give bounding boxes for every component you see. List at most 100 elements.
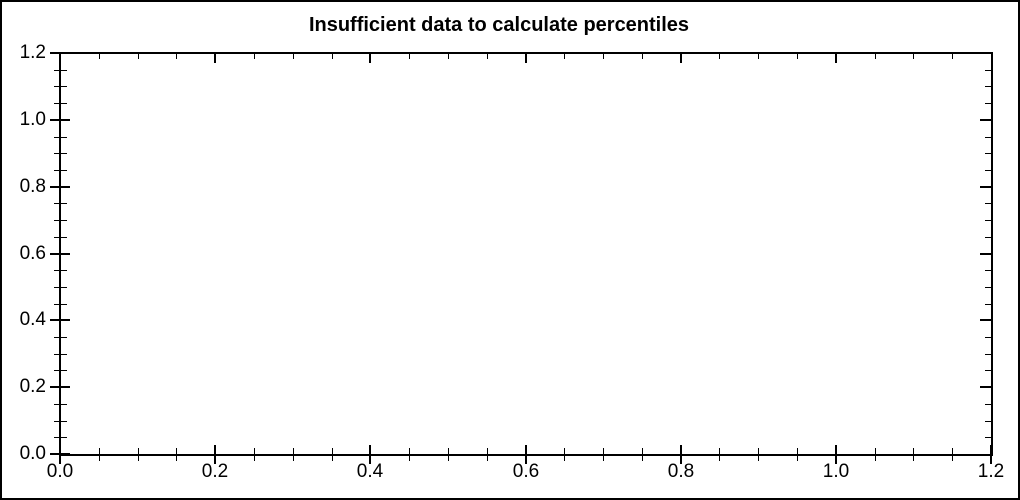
right-axis-minor-tick: [985, 137, 991, 138]
right-axis-minor-tick: [985, 337, 991, 338]
top-axis-minor-tick: [758, 54, 759, 59]
x-axis-tick-label: 0.2: [201, 461, 229, 482]
top-axis-minor-tick: [254, 54, 255, 59]
x-axis-major-tick: [990, 445, 992, 464]
y-axis-minor-tick: [54, 421, 67, 422]
x-axis-minor-tick: [758, 448, 759, 461]
y-axis-minor-tick: [54, 103, 67, 104]
x-axis-minor-tick: [952, 448, 953, 461]
y-axis-major-tick: [50, 253, 70, 255]
y-axis-minor-tick: [54, 220, 67, 221]
right-axis-minor-tick: [985, 304, 991, 305]
right-axis-minor-tick: [985, 270, 991, 271]
y-axis-tick-label: 1.0: [19, 109, 46, 130]
x-axis-tick-label: 0.4: [356, 461, 384, 482]
y-axis-minor-tick: [54, 437, 67, 438]
y-axis-major-tick: [50, 119, 70, 121]
top-axis-minor-tick: [642, 54, 643, 59]
y-axis-minor-tick: [54, 70, 67, 71]
x-axis-tick-label: 0.0: [46, 461, 74, 482]
y-axis-major-tick: [50, 453, 70, 455]
top-axis-minor-tick: [176, 54, 177, 59]
x-axis-minor-tick: [293, 448, 294, 461]
y-axis-minor-tick: [54, 270, 67, 271]
top-axis-minor-tick: [952, 54, 953, 59]
y-axis-major-tick: [50, 319, 70, 321]
y-axis-minor-tick: [54, 86, 67, 87]
right-axis-minor-tick: [985, 370, 991, 371]
plot-frame: [59, 52, 993, 456]
y-axis-minor-tick: [54, 304, 67, 305]
top-axis-minor-tick: [293, 54, 294, 59]
y-axis-minor-tick: [54, 337, 67, 338]
y-axis-minor-tick: [54, 170, 67, 171]
x-axis-tick-label: 1.2: [977, 461, 1005, 482]
y-axis-minor-tick: [54, 137, 67, 138]
x-axis-minor-tick: [254, 448, 255, 461]
right-axis-minor-tick: [985, 203, 991, 204]
right-axis-minor-tick: [985, 404, 991, 405]
right-axis-minor-tick: [985, 237, 991, 238]
right-axis-minor-tick: [985, 86, 991, 87]
right-axis-major-tick: [980, 119, 991, 121]
y-axis-minor-tick: [54, 287, 67, 288]
top-axis-major-tick: [680, 54, 682, 63]
top-axis-major-tick: [525, 54, 527, 63]
x-axis-major-tick: [680, 445, 682, 464]
x-axis-tick-label: 1.0: [822, 461, 850, 482]
chart-title: Insufficient data to calculate percentil…: [308, 14, 690, 36]
x-axis-minor-tick: [448, 448, 449, 461]
top-axis-minor-tick: [797, 54, 798, 59]
y-axis-tick-label: 0.4: [19, 309, 46, 330]
right-axis-major-tick: [980, 319, 991, 321]
x-axis-major-tick: [214, 445, 216, 464]
right-axis-minor-tick: [985, 354, 991, 355]
right-axis-minor-tick: [985, 103, 991, 104]
y-axis-tick-label: 1.2: [19, 42, 46, 63]
top-axis-minor-tick: [603, 54, 604, 59]
y-axis-tick-label: 0.2: [19, 376, 46, 397]
y-axis-minor-tick: [54, 370, 67, 371]
top-axis-minor-tick: [138, 54, 139, 59]
x-axis-minor-tick: [487, 448, 488, 461]
x-axis-minor-tick: [797, 448, 798, 461]
right-axis-minor-tick: [985, 287, 991, 288]
top-axis-minor-tick: [448, 54, 449, 59]
y-axis-minor-tick: [54, 153, 67, 154]
top-axis-minor-tick: [913, 54, 914, 59]
x-axis-minor-tick: [332, 448, 333, 461]
top-axis-minor-tick: [487, 54, 488, 59]
top-axis-minor-tick: [719, 54, 720, 59]
right-axis-minor-tick: [985, 70, 991, 71]
x-axis-major-tick: [369, 445, 371, 464]
right-axis-minor-tick: [985, 170, 991, 171]
y-axis-minor-tick: [54, 237, 67, 238]
x-axis-minor-tick: [642, 448, 643, 461]
x-axis-tick-label: 0.8: [667, 461, 695, 482]
top-axis-minor-tick: [875, 54, 876, 59]
x-axis-minor-tick: [913, 448, 914, 461]
right-axis-major-tick: [980, 386, 991, 388]
x-axis-minor-tick: [719, 448, 720, 461]
y-axis-major-tick: [50, 386, 70, 388]
y-axis-tick-label: 0.0: [19, 443, 46, 464]
right-axis-minor-tick: [985, 220, 991, 221]
right-axis-minor-tick: [985, 421, 991, 422]
x-axis-minor-tick: [603, 448, 604, 461]
x-axis-minor-tick: [564, 448, 565, 461]
x-axis-minor-tick: [138, 448, 139, 461]
top-axis-major-tick: [214, 54, 216, 63]
top-axis-minor-tick: [99, 54, 100, 59]
x-axis-minor-tick: [875, 448, 876, 461]
x-axis-tick-label: 0.6: [512, 461, 540, 482]
top-axis-major-tick: [369, 54, 371, 63]
right-axis-major-tick: [980, 253, 991, 255]
x-axis-minor-tick: [99, 448, 100, 461]
y-axis-major-tick: [50, 186, 70, 188]
y-axis-minor-tick: [54, 203, 67, 204]
y-axis-minor-tick: [54, 354, 67, 355]
top-axis-major-tick: [835, 54, 837, 63]
right-axis-major-tick: [980, 186, 991, 188]
x-axis-minor-tick: [176, 448, 177, 461]
